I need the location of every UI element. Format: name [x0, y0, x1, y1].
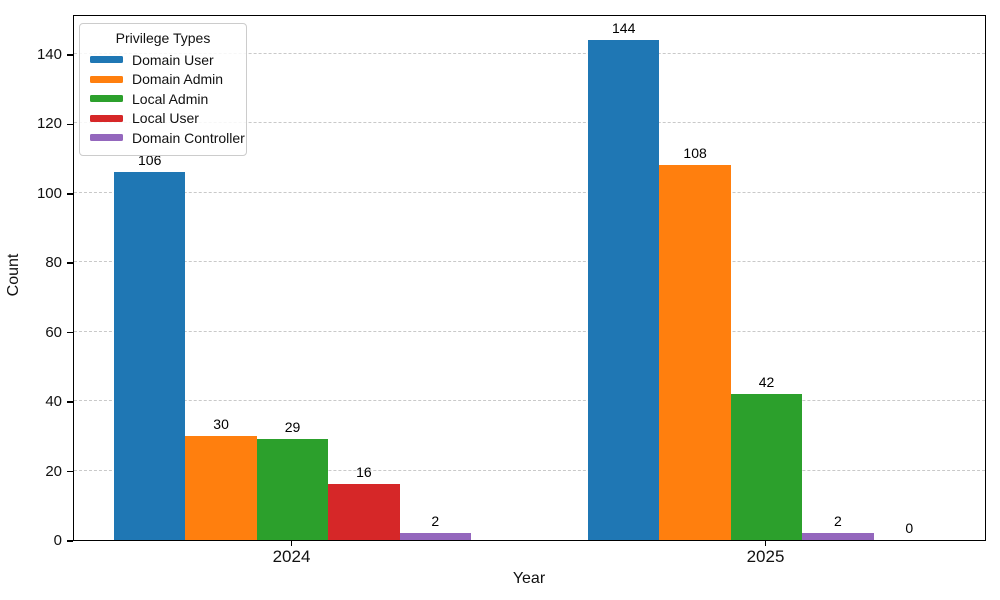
- xtick-mark-2025: [764, 541, 767, 546]
- legend-item-domain-user: Domain User: [90, 50, 236, 70]
- legend-title: Privilege Types: [115, 30, 211, 46]
- ytick-label-80: 80: [45, 254, 62, 272]
- gridline-y-20: [74, 469, 985, 471]
- ytick-label-100: 100: [36, 184, 62, 202]
- gridline-y-120: [74, 122, 985, 124]
- y-axis-label: Count: [5, 253, 22, 297]
- bar-local-admin-2025: [730, 394, 803, 540]
- gridline-y-60: [74, 330, 985, 332]
- ytick-mark-100: [67, 193, 73, 195]
- bar-value-label: 42: [758, 374, 775, 391]
- gridline-y-100: [74, 191, 985, 193]
- legend-label: Domain Admin: [132, 71, 224, 88]
- bar-value-label: 2: [833, 513, 842, 530]
- bar-value-label: 16: [356, 464, 372, 481]
- legend-swatch-icon: [90, 134, 123, 142]
- legend-label: Domain Controller: [132, 129, 245, 146]
- legend-label: Local Admin: [132, 90, 209, 107]
- ytick-label-20: 20: [45, 462, 62, 480]
- ytick-label-40: 40: [45, 393, 62, 411]
- bar-domain-user-2025: [588, 40, 660, 540]
- bar-domain-controller-2024: [399, 533, 471, 540]
- ytick-label-140: 140: [36, 45, 62, 63]
- bar-value-label: 108: [683, 145, 707, 162]
- legend-label: Local User: [132, 110, 199, 127]
- ytick-mark-60: [67, 331, 73, 334]
- legend-item-domain-admin: Domain Admin: [90, 70, 236, 90]
- x-axis-label: Year: [512, 570, 546, 587]
- ytick-mark-20: [67, 470, 73, 473]
- bar-value-label: 144: [612, 20, 636, 37]
- legend-item-domain-controller: Domain Controller: [90, 128, 245, 148]
- plot-inner: 106 30 29 16 2 144 108 42 2 0: [74, 16, 985, 540]
- ytick-label-0: 0: [53, 532, 62, 549]
- legend: Privilege Types Domain User Domain Admin L…: [79, 23, 247, 156]
- legend-swatch-icon: [90, 56, 123, 64]
- bar-domain-admin-2024: [185, 435, 257, 540]
- ytick-mark-40: [67, 401, 73, 403]
- ytick-label-60: 60: [45, 323, 62, 341]
- xtick-mark-2024: [290, 541, 293, 546]
- bar-value-label: 2: [431, 513, 440, 530]
- bar-value-label: 0: [905, 520, 914, 536]
- bar-domain-controller-2025: [802, 533, 874, 540]
- legend-label: Domain User: [132, 51, 214, 68]
- gridline-y-40: [74, 400, 985, 402]
- bar-local-user-2024: [328, 484, 400, 540]
- legend-item-local-admin: Local Admin: [90, 89, 236, 109]
- bar-value-label: 30: [213, 415, 229, 432]
- legend-items: Domain User Domain Admin Local Admin Local …: [90, 50, 245, 148]
- bar-value-label: 106: [138, 151, 162, 168]
- ytick-mark-140: [67, 54, 73, 56]
- legend-item-local-user: Local User: [90, 109, 236, 129]
- legend-swatch-icon: [90, 95, 123, 103]
- bar-value-label: 29: [284, 419, 301, 436]
- xtick-label-2024: 2024: [272, 547, 311, 566]
- ytick-mark-0: [67, 540, 73, 542]
- gridline-y-80: [74, 261, 985, 263]
- bar-local-admin-2024: [256, 439, 329, 540]
- ytick-mark-80: [67, 262, 73, 265]
- legend-swatch-icon: [90, 75, 123, 83]
- gridline-y-140: [74, 52, 985, 54]
- bar-domain-admin-2025: [659, 165, 731, 540]
- ytick-label-120: 120: [36, 115, 62, 133]
- plot-area: 106 30 29 16 2 144 108 42 2 0: [73, 15, 986, 541]
- xtick-label-2025: 2025: [746, 547, 785, 566]
- legend-swatch-icon: [90, 114, 123, 122]
- ytick-mark-120: [67, 123, 73, 126]
- bar-domain-user-2024: [114, 171, 186, 540]
